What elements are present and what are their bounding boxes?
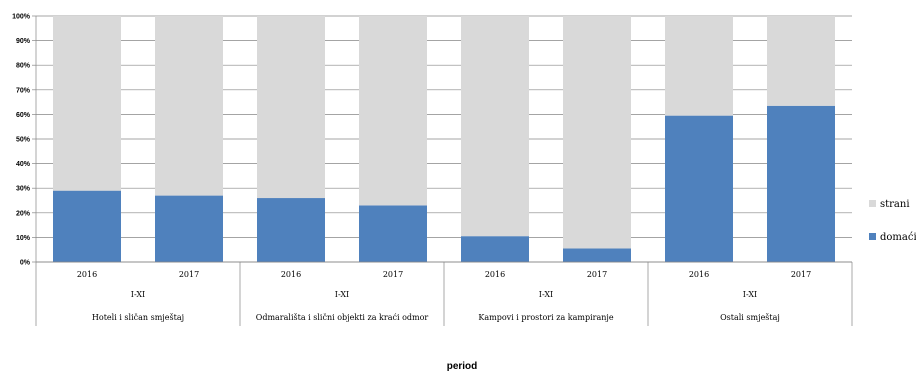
y-tick-label: 60% [16,112,31,119]
year-label: 2017 [179,270,199,279]
year-label: 2017 [587,270,607,279]
y-tick-label: 50% [16,137,31,144]
group-label: Ostali smještaj [720,313,780,322]
y-tick-label: 40% [16,161,31,168]
bar-domaci [461,236,529,262]
bar-strani [359,16,427,206]
year-label: 2017 [791,270,811,279]
legend-label: strani [880,199,910,210]
y-tick-label: 30% [16,186,31,193]
y-tick-label: 100% [12,14,31,21]
bar-domaci [257,198,325,262]
period-label: I-XI [335,290,349,299]
bar-domaci [155,195,223,262]
year-label: 2016 [281,270,301,279]
y-tick-label: 90% [16,38,31,45]
y-axis: 0% 10% 20% 30% 40% 50% 60% 70% 80% 90% 100% [12,14,37,267]
year-label: 2016 [485,270,505,279]
y-tick-label: 0% [20,260,31,267]
period-label: I-XI [743,290,757,299]
bar-strani [767,16,835,106]
legend-swatch [869,233,876,240]
y-tick-label: 70% [16,87,31,94]
bar-domaci [563,248,631,262]
x-axis-label: period [447,361,478,371]
year-label: 2017 [383,270,403,279]
bar-domaci [665,115,733,262]
bar-domaci [53,190,121,262]
bar-strani [563,16,631,249]
y-tick-label: 10% [16,235,31,242]
bar-strani [665,16,733,116]
bar-strani [461,16,529,237]
y-tick-label: 20% [16,210,31,217]
group-label: Kampovi i prostori za kampiranje [478,313,613,322]
y-tick-label: 80% [16,63,31,70]
bar-domaci [359,205,427,262]
bars [53,16,835,262]
x-axis: 2016 2017 2016 2017 2016 2017 2016 2017 I-XI Hote… [35,261,853,326]
bar-strani [257,16,325,199]
year-label: 2016 [77,270,97,279]
bar-strani [53,16,121,191]
group-label: Odmarališta i slični objekti za kraći od… [256,313,429,322]
group-label: Hoteli i sličan smještaj [92,313,184,322]
legend-swatch [869,200,876,207]
legend: strani domaći [869,199,916,243]
bar-strani [155,16,223,196]
legend-label: domaći [880,232,916,243]
period-label: I-XI [539,290,553,299]
bar-domaci [767,105,835,262]
year-label: 2016 [689,270,709,279]
period-label: I-XI [131,290,145,299]
